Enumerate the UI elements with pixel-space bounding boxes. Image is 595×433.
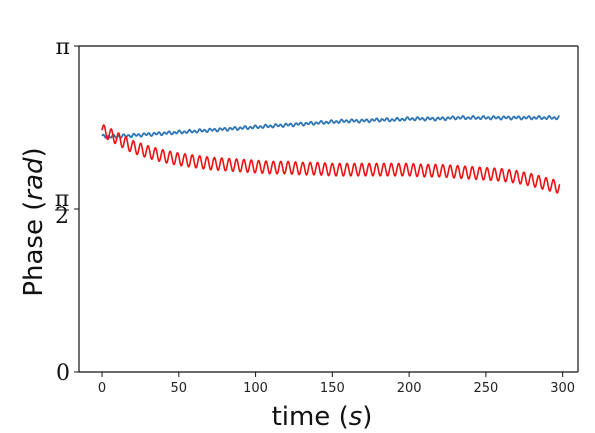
series-line-2 — [101, 124, 561, 194]
x-tick-label: 250 — [473, 381, 498, 396]
svg-text:2: 2 — [55, 204, 69, 229]
x-tick-label: 150 — [320, 381, 345, 396]
x-ticks: 0 50 100 150 200 250 300 — [98, 372, 575, 396]
y-tick-label: 0 — [56, 361, 70, 386]
y-tick-label: π2 — [55, 187, 69, 229]
y-axis-label: Phase (rad) — [19, 147, 49, 296]
svg-text:π: π — [55, 187, 69, 212]
x-tick-label: 0 — [98, 381, 106, 396]
series-lines — [101, 115, 561, 194]
x-axis-label: time (s) — [272, 402, 373, 432]
x-tick-label: 300 — [550, 381, 575, 396]
x-tick-label: 100 — [243, 381, 268, 396]
x-tick-label: 50 — [171, 381, 188, 396]
axes — [78, 45, 579, 373]
series-line-1 — [101, 115, 561, 139]
y-tick-label: π — [56, 35, 70, 60]
x-tick-label: 200 — [397, 381, 422, 396]
